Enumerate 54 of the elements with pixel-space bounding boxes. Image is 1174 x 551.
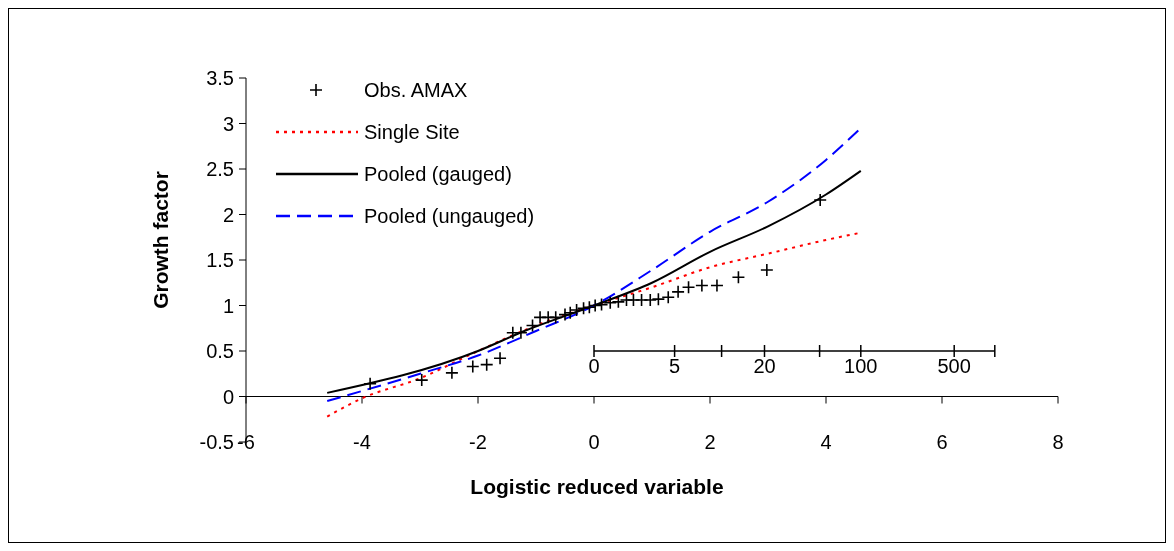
point: [576, 301, 591, 316]
point: [710, 278, 724, 293]
point: [611, 295, 626, 309]
point: [582, 300, 597, 315]
point: [813, 193, 827, 207]
y-tick-label: 2: [222, 203, 234, 226]
point: [731, 270, 746, 285]
y-tick-label: 2.5: [206, 158, 234, 180]
y-tick-label: 0.5: [206, 340, 234, 362]
point: [525, 318, 540, 333]
point: [643, 293, 658, 307]
x-tick-label: -6: [237, 431, 255, 453]
point: [558, 307, 572, 322]
y-tick-label: 1: [222, 294, 234, 317]
point: [548, 310, 563, 325]
point: [760, 263, 774, 277]
legend-label: Single Site: [364, 121, 460, 143]
point: [588, 298, 602, 313]
point: [681, 280, 696, 295]
point: [465, 359, 480, 374]
annotation: 20: [753, 355, 776, 377]
annotation: 0: [588, 355, 600, 377]
legend-label: Pooled (gauged): [364, 163, 512, 185]
point: [603, 295, 618, 310]
annotation: 500: [937, 355, 971, 377]
x-axis-title: Logistic reduced variable: [470, 475, 724, 498]
x-tick-label: 2: [704, 431, 716, 453]
point: [695, 278, 709, 293]
x-tick-label: 0: [588, 431, 600, 453]
point: [363, 376, 377, 391]
y-axis-title: Growth factor: [149, 171, 172, 309]
point: [479, 357, 494, 372]
y-tick-label: 1.5: [206, 249, 234, 271]
point: [569, 303, 584, 317]
y-tick-label: -0.5: [199, 431, 234, 453]
annotation: 5: [669, 355, 681, 377]
x-tick-label: 8: [1052, 431, 1064, 453]
y-tick-label: 0: [222, 385, 234, 408]
x-tick-label: 6: [936, 431, 948, 453]
y-tick-label: 3.5: [206, 67, 234, 89]
legend-label: Pooled (ungauged): [364, 205, 535, 227]
y-tick-label: 3: [222, 112, 234, 135]
annotation: 100: [844, 355, 878, 377]
point: [671, 285, 685, 299]
point: [594, 297, 609, 312]
x-tick-label: -2: [469, 431, 487, 453]
x-tick-label: 4: [820, 431, 832, 453]
point: [661, 290, 676, 305]
legend-label: Obs. AMAX: [364, 79, 468, 101]
point: [651, 292, 666, 306]
point: [414, 373, 429, 387]
point: [445, 366, 459, 380]
point: [493, 351, 507, 366]
x-tick-label: -4: [353, 431, 371, 453]
